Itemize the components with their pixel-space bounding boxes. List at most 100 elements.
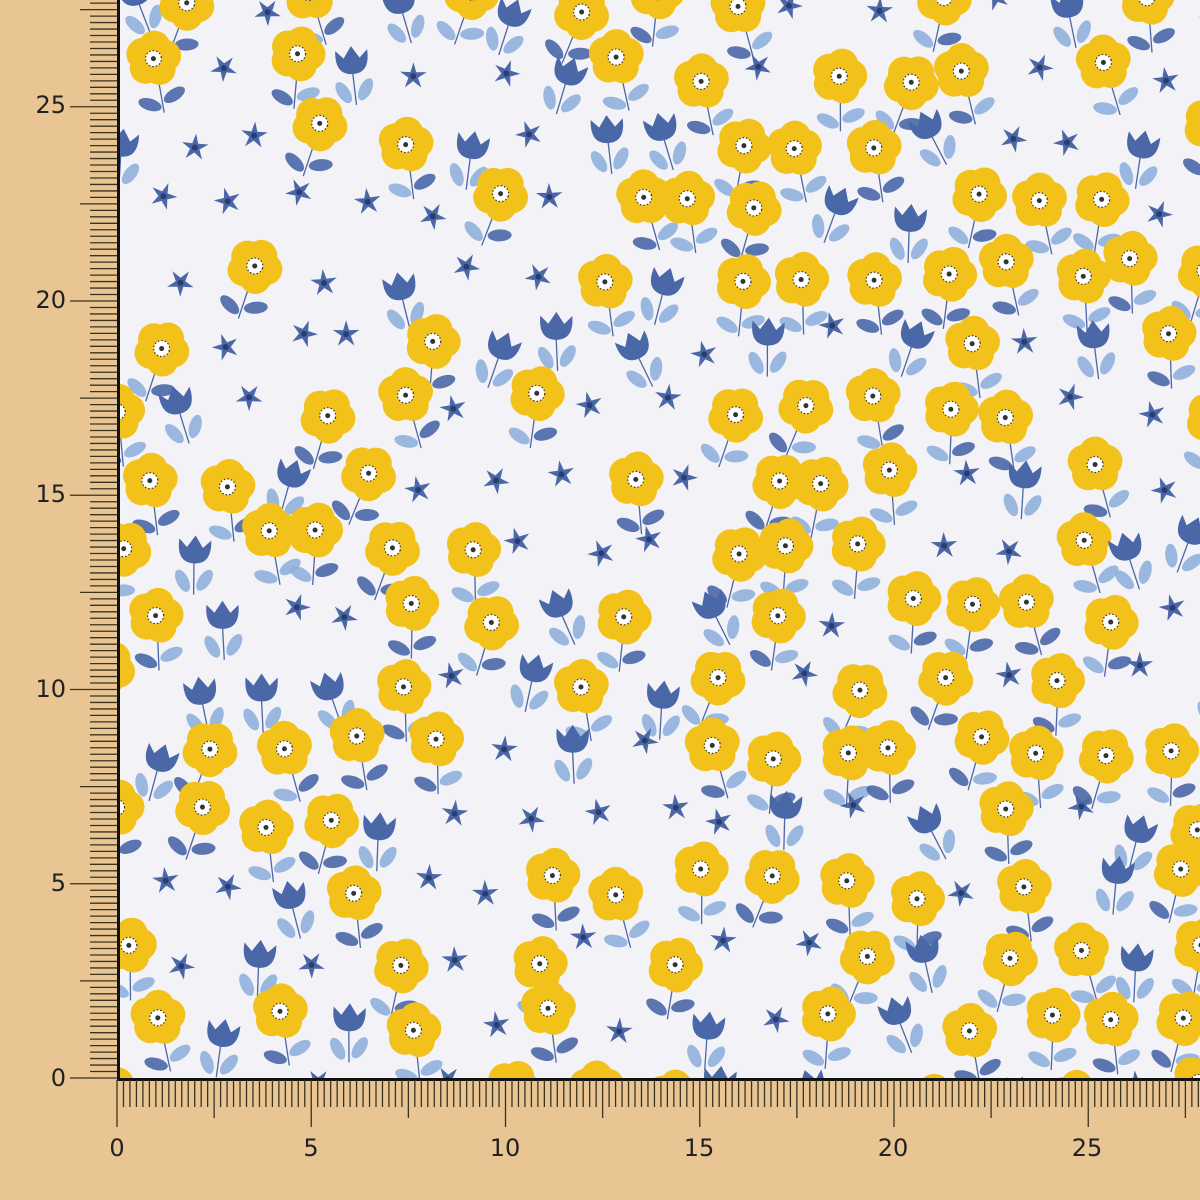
x-ruler-label: 10 [489, 1134, 521, 1162]
yellow-flower-icon [597, 589, 652, 672]
yellow-flower-icon [130, 989, 191, 1072]
blue-tulip-icon [510, 654, 554, 713]
blue-tulip-icon [907, 803, 956, 861]
yellow-flower-icon [385, 575, 440, 659]
yellow-flower-icon [378, 116, 436, 200]
blue-star-flower-icon [169, 953, 196, 980]
yellow-flower-icon [1075, 34, 1139, 116]
blue-tulip-icon [907, 108, 956, 167]
yellow-flower-icon [1054, 922, 1116, 1004]
blue-tulip-icon [554, 724, 593, 784]
y-ruler-label: 25 [35, 91, 66, 119]
yellow-flower-icon [588, 866, 650, 948]
yellow-flower-icon [948, 167, 1007, 249]
yellow-flower-icon [925, 381, 979, 465]
yellow-flower-icon [508, 366, 565, 449]
yellow-flower-icon [830, 930, 895, 1008]
blue-star-flower-icon [211, 333, 238, 361]
blue-star-flower-icon [953, 459, 980, 486]
yellow-flower-icon [298, 793, 360, 874]
yellow-flower-icon [242, 502, 301, 585]
blue-star-flower-icon [415, 863, 443, 890]
yellow-flower-icon [846, 120, 905, 203]
blue-star-flower-icon [818, 312, 844, 339]
blue-star-flower-icon [482, 1011, 510, 1038]
yellow-flower-icon [707, 527, 767, 608]
yellow-flower-icon [127, 322, 190, 402]
yellow-flower-icon [749, 588, 806, 671]
yellow-flower-icon [774, 251, 830, 335]
yellow-flower-icon [820, 853, 875, 936]
blue-tulip-icon [538, 588, 586, 646]
yellow-flower-icon [802, 986, 856, 1069]
blue-tulip-icon [640, 266, 685, 326]
yellow-flower-icon [759, 518, 814, 601]
yellow-flower-icon [1026, 987, 1081, 1071]
yellow-flower-icon [1073, 172, 1130, 254]
blue-star-flower-icon [332, 320, 360, 346]
yellow-flower-icon [167, 781, 231, 860]
blue-tulip-icon [204, 600, 243, 660]
yellow-flower-icon [120, 917, 157, 1001]
yellow-flower-icon [979, 781, 1034, 864]
yellow-flower-icon [875, 56, 939, 135]
blue-star-flower-icon [947, 880, 974, 907]
blue-star-flower-icon [818, 611, 846, 638]
yellow-flower-icon [1083, 991, 1140, 1075]
blue-star-flower-icon [310, 269, 337, 296]
yellow-flower-icon [978, 233, 1039, 316]
yellow-flower-icon [200, 459, 257, 542]
yellow-flower-icon [720, 181, 782, 262]
x-ruler-label: 15 [683, 1134, 715, 1162]
yellow-flower-icon [1183, 96, 1200, 176]
blue-star-flower-icon [491, 735, 518, 762]
blue-tulip-icon [537, 311, 576, 371]
blue-tulip-icon [272, 880, 315, 939]
blue-tulip-icon [877, 996, 923, 1054]
yellow-flower-icon [823, 664, 888, 742]
yellow-flower-icon [409, 711, 464, 795]
blue-star-flower-icon [292, 320, 319, 348]
blue-star-flower-icon [1147, 200, 1174, 228]
blue-tulip-icon [200, 1019, 241, 1078]
blue-star-flower-icon [439, 394, 466, 422]
yellow-flower-icon [377, 659, 432, 742]
x-ruler-label: 25 [1071, 1134, 1103, 1162]
y-ruler-label: 0 [50, 1064, 66, 1092]
blue-tulip-icon [905, 934, 947, 993]
blue-tulip-icon [175, 535, 213, 595]
yellow-flower-icon [999, 574, 1061, 656]
yellow-flower-icon [978, 389, 1036, 472]
blue-star-flower-icon [254, 0, 281, 27]
blue-star-flower-icon [515, 121, 541, 148]
yellow-flower-icon [609, 451, 665, 535]
blue-tulip-icon [158, 386, 202, 444]
yellow-flower-icon [129, 587, 184, 671]
blue-star-flower-icon [1158, 594, 1185, 621]
blue-star-flower-icon [672, 464, 699, 491]
blue-star-flower-icon [453, 254, 481, 281]
blue-star-flower-icon [587, 540, 614, 567]
yellow-flower-icon [790, 456, 849, 538]
yellow-flower-icon [486, 1061, 541, 1078]
yellow-flower-icon [716, 254, 771, 337]
blue-tulip-icon [812, 185, 859, 243]
yellow-flower-icon [1120, 0, 1175, 53]
blue-star-flower-icon [441, 946, 468, 972]
yellow-flower-icon [646, 937, 704, 1020]
blue-star-flower-icon [795, 930, 822, 957]
blue-star-flower-icon [434, 1067, 461, 1078]
yellow-flower-icon [378, 367, 440, 449]
blue-tulip-icon [239, 939, 278, 999]
blue-star-flower-icon [210, 56, 237, 83]
blue-star-flower-icon [690, 340, 717, 368]
blue-star-flower-icon [524, 264, 551, 291]
yellow-flower-icon [700, 388, 764, 468]
x-ruler-label: 5 [303, 1134, 319, 1162]
yellow-flower-icon [1056, 248, 1112, 332]
yellow-flower-icon [1067, 436, 1130, 518]
yellow-flower-icon [326, 865, 383, 949]
blue-star-flower-icon [331, 604, 358, 631]
blue-star-flower-icon [1001, 126, 1028, 153]
yellow-flower-icon [120, 384, 146, 467]
